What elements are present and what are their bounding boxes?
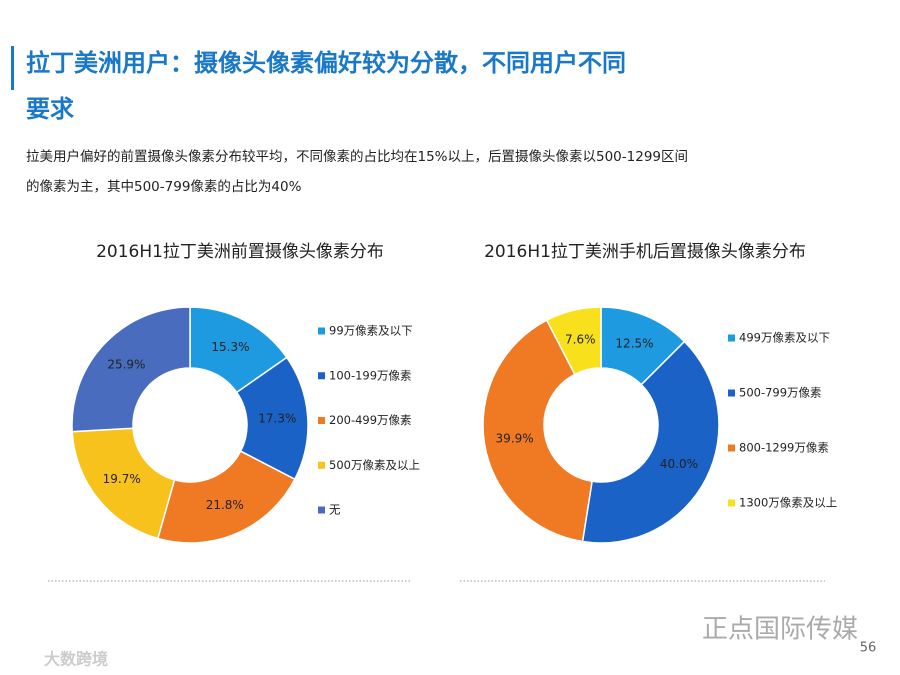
slide-title: 拉丁美洲用户：摄像头像素偏好较为分散，不同用户不同要求: [26, 49, 626, 123]
legend-label: 1300万像素及以上: [739, 496, 837, 510]
legend-swatch: [318, 461, 325, 469]
legend-label: 99万像素及以下: [329, 324, 413, 338]
donut-segment: [482, 319, 593, 543]
donut-segment: [71, 306, 191, 433]
legend-label: 500万像素及以上: [329, 458, 420, 472]
donut-segment: [545, 306, 602, 376]
data-label: 15.3%: [211, 340, 249, 354]
data-label: 17.3%: [258, 412, 296, 426]
legend-swatch: [318, 506, 325, 514]
legend-label: 无: [329, 503, 341, 517]
legend-label: 100-199万像素: [329, 368, 412, 382]
slide-description: 拉美用户偏好的前置摄像头像素分布较平均，不同像素的占比均在15%以上，后置摄像头…: [26, 149, 688, 195]
legend-swatch: [728, 499, 735, 507]
legend-swatch: [728, 389, 735, 397]
data-label: 40.0%: [660, 457, 698, 471]
data-label: 21.8%: [206, 498, 244, 512]
legend-swatch: [318, 417, 325, 424]
accent-bar: [11, 46, 14, 90]
data-label: 12.5%: [615, 337, 653, 351]
data-label: 7.6%: [565, 332, 596, 346]
legend-swatch: [728, 444, 735, 452]
legend-label: 499万像素及以下: [739, 331, 830, 345]
logo: 大数跨境: [44, 650, 108, 669]
data-label: 25.9%: [107, 357, 145, 371]
legend-swatch: [728, 334, 735, 342]
donut-segment: [71, 427, 176, 540]
legend-label: 200-499万像素: [329, 413, 412, 427]
legend-label: 500-799万像素: [739, 386, 822, 400]
legend-swatch: [318, 372, 325, 380]
watermark: 正点国际传媒: [702, 615, 858, 645]
legend-label: 800-1299万像素: [739, 441, 829, 455]
data-label: 19.7%: [103, 472, 141, 486]
donut-segment: [581, 340, 720, 544]
chart-title: 2016H1拉丁美洲前置摄像头像素分布: [96, 242, 384, 262]
legend-swatch: [318, 327, 325, 335]
chart-title: 2016H1拉丁美洲手机后置摄像头像素分布: [484, 242, 806, 262]
donut-segment: [235, 356, 309, 481]
data-label: 39.9%: [496, 431, 534, 445]
donut-segment: [156, 450, 296, 544]
page-number: 56: [860, 641, 877, 656]
